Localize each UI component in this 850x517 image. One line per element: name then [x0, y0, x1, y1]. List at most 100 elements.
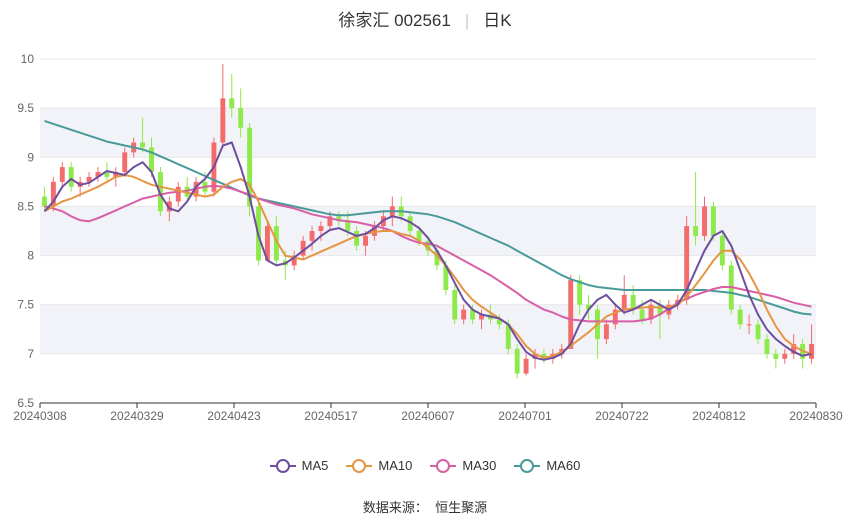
candle-body	[273, 226, 279, 261]
candlestick[interactable]	[59, 162, 65, 187]
x-tick-label: 20240517	[304, 409, 358, 423]
legend-item-ma5[interactable]: MA5	[269, 458, 328, 473]
candlestick[interactable]	[309, 226, 315, 251]
candlestick[interactable]	[648, 299, 654, 325]
candle-body	[773, 353, 779, 359]
candle-body	[702, 206, 707, 236]
candlestick[interactable]	[175, 181, 181, 207]
candlestick[interactable]	[157, 167, 163, 217]
candle-body	[149, 147, 154, 173]
candlestick[interactable]	[470, 304, 476, 325]
ma60-line[interactable]	[44, 119, 812, 316]
candle-body	[407, 216, 413, 231]
title-separator: |	[464, 11, 470, 30]
candle-body	[220, 98, 226, 143]
candle-body	[291, 255, 297, 266]
ma5-line[interactable]	[43, 141, 812, 361]
candlestick[interactable]	[603, 319, 609, 345]
candlestick[interactable]	[514, 344, 520, 379]
x-tick-label: 20240607	[401, 409, 455, 423]
candle-body	[612, 309, 618, 325]
y-tick-label: 8.5	[17, 199, 34, 213]
candlestick[interactable]	[737, 304, 743, 330]
legend-label-ma60: MA60	[546, 458, 581, 473]
candlestick[interactable]	[220, 63, 226, 148]
y-axis: 6.5 7 7.5 8 8.5 9 9.5 10	[17, 52, 34, 410]
candlestick[interactable]	[461, 304, 467, 325]
candle-body	[461, 309, 467, 320]
candlestick[interactable]	[68, 162, 74, 192]
candlestick[interactable]	[755, 319, 761, 345]
candle-body	[514, 348, 520, 374]
candlestick[interactable]	[122, 147, 128, 177]
candlestick[interactable]	[773, 348, 779, 369]
candlestick[interactable]	[140, 117, 146, 153]
candlestick[interactable]	[363, 231, 369, 256]
candle-body	[416, 231, 422, 241]
candlestick[interactable]	[354, 226, 360, 251]
candle-body	[247, 127, 253, 207]
candlestick[interactable]	[612, 304, 618, 330]
candle-body	[755, 324, 761, 340]
candlestick[interactable]	[657, 299, 663, 340]
candle-body	[345, 221, 351, 231]
candlestick[interactable]	[149, 137, 154, 177]
candlestick[interactable]	[264, 221, 270, 261]
candle-body	[621, 294, 627, 310]
candle-body	[59, 167, 65, 182]
candle-body	[327, 216, 333, 227]
candle-body	[737, 309, 743, 325]
candle-body	[791, 344, 797, 354]
candle-body	[782, 353, 788, 359]
legend-item-ma10[interactable]: MA10	[346, 458, 412, 473]
candlestick[interactable]	[586, 294, 592, 320]
candlestick[interactable]	[300, 235, 306, 261]
candlestick[interactable]	[95, 167, 101, 182]
candlestick[interactable]	[568, 275, 574, 349]
candlestick[interactable]	[764, 334, 770, 359]
background-band	[40, 108, 816, 158]
candle-body	[157, 172, 163, 212]
candlestick[interactable]	[496, 314, 502, 330]
legend-label-ma30: MA30	[462, 458, 497, 473]
candle-body	[532, 353, 538, 359]
candlestick[interactable]	[523, 353, 529, 376]
background-band	[40, 304, 816, 354]
candlestick[interactable]	[782, 348, 788, 364]
candle-body	[300, 240, 306, 256]
candle-body	[42, 196, 47, 207]
candle-body	[577, 280, 583, 305]
candlestick[interactable]	[229, 73, 235, 118]
candlestick[interactable]	[479, 309, 484, 330]
candlestick[interactable]	[407, 211, 413, 236]
candlestick[interactable]	[621, 275, 627, 315]
legend-item-ma30[interactable]: MA30	[430, 458, 496, 473]
candle-body	[113, 172, 119, 177]
candlestick[interactable]	[809, 324, 814, 364]
candlestick[interactable]	[86, 172, 92, 187]
candlestick[interactable]	[541, 348, 547, 364]
candlestick[interactable]	[702, 196, 707, 241]
candlestick[interactable]	[336, 211, 342, 227]
candlestick[interactable]	[693, 172, 699, 246]
candlestick[interactable]	[238, 88, 244, 138]
candle-body	[693, 226, 699, 236]
y-tick-label: 8	[27, 249, 34, 263]
candlestick[interactable]	[291, 250, 297, 271]
candle-body	[586, 304, 592, 310]
candle-body	[505, 324, 511, 349]
candle-body	[479, 314, 484, 320]
candlestick[interactable]	[318, 221, 324, 241]
candlestick[interactable]	[710, 201, 716, 241]
y-tick-label: 9.5	[17, 101, 34, 115]
legend-item-ma60[interactable]: MA60	[514, 458, 580, 473]
candle-body	[541, 353, 547, 359]
candle-body	[764, 339, 770, 354]
ma10-line[interactable]	[44, 174, 812, 359]
candlestick[interactable]	[746, 314, 752, 335]
candlestick[interactable]	[452, 285, 458, 325]
x-tick-label: 20240329	[110, 409, 164, 423]
candle-body	[50, 181, 56, 207]
candle-body	[710, 206, 716, 236]
